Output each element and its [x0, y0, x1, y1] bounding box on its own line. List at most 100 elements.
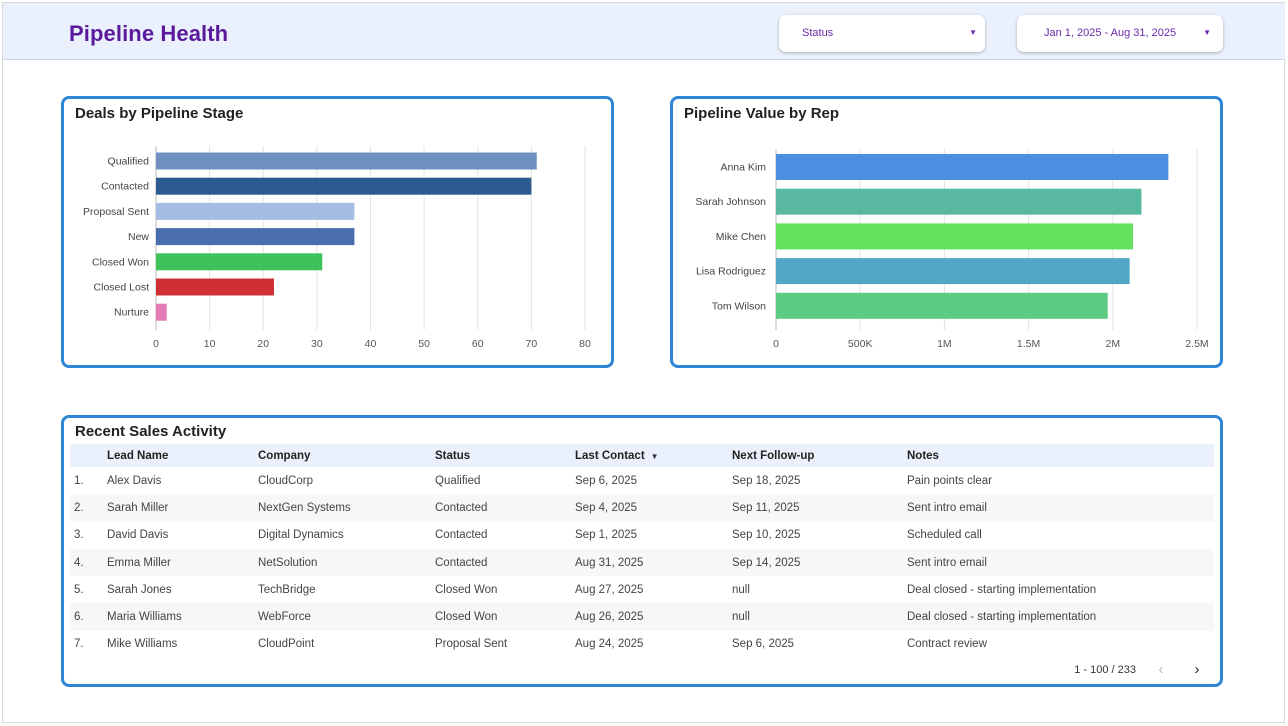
date-range-dropdown[interactable]: Jan 1, 2025 - Aug 31, 2025 ▼: [1017, 15, 1223, 52]
header-bar: Pipeline Health Status ▼ Jan 1, 2025 - A…: [3, 3, 1285, 60]
cell-status: Closed Won: [435, 611, 498, 624]
table-row[interactable]: 5. Sarah Jones TechBridge Closed Won Aug 27,…: [70, 576, 1214, 603]
cell-company: CloudPoint: [258, 638, 315, 651]
cell-notes: Sent intro email: [907, 556, 987, 569]
cell-company: NextGen Systems: [258, 501, 351, 514]
cell-next-follow-up: null: [732, 611, 750, 624]
cell-notes: Scheduled call: [907, 529, 982, 542]
table-row[interactable]: 7. Mike Williams CloudPoint Proposal Sent Au…: [70, 631, 1214, 658]
header-label: Notes: [907, 449, 939, 462]
bar-mike-chen: [776, 223, 1134, 250]
activity-table-body: 1. Alex Davis CloudCorp Qualified Sep 6, 202…: [70, 467, 1214, 658]
x-tick-label: 500K: [848, 338, 873, 350]
x-tick-label: 2M: [1106, 338, 1121, 350]
header-label: Company: [258, 449, 311, 462]
cell-next-follow-up: Sep 10, 2025: [732, 529, 801, 542]
cell-row-index: 2.: [74, 501, 84, 514]
x-tick-label: 1M: [937, 338, 952, 350]
cell-lead-name: Sarah Jones: [107, 583, 172, 596]
table-title: Recent Sales Activity: [75, 423, 227, 440]
table-row[interactable]: 2. Sarah Miller NextGen Systems Contacted Se…: [70, 494, 1214, 522]
chevron-left-icon[interactable]: ‹: [1158, 661, 1164, 678]
category-label: New: [128, 231, 149, 243]
cell-last-contact: Sep 6, 2025: [575, 474, 638, 487]
cell-status: Contacted: [435, 501, 488, 514]
x-tick-label: 2.5M: [1185, 338, 1208, 350]
cell-notes: Deal closed - starting implementation: [907, 611, 1097, 624]
table-row[interactable]: 1. Alex Davis CloudCorp Qualified Sep 6, 202…: [70, 467, 1214, 494]
column-header-last-contact[interactable]: Last Contact ▼: [571, 444, 728, 467]
cell-last-contact: Aug 26, 2025: [575, 611, 644, 624]
table-row[interactable]: 6. Maria Williams WebForce Closed Won Aug 26…: [70, 603, 1214, 631]
cell-company: WebForce: [258, 611, 311, 624]
x-tick-label: 0: [773, 338, 779, 350]
value-by-rep-card: Pipeline Value by Rep 0 500K 1M 1.5M 2M 2.5M A…: [670, 96, 1223, 368]
cell-lead-name: Emma Miller: [107, 556, 171, 569]
x-tick-label: 50: [418, 338, 430, 350]
status-filter-label: Status: [802, 27, 834, 39]
table-header-row: Lead Name Company Status Last Contact ▼ N…: [70, 444, 1214, 467]
x-tick-label: 40: [365, 338, 377, 350]
category-label: Contacted: [101, 181, 149, 193]
cell-status: Contacted: [435, 556, 488, 569]
cell-last-contact: Aug 24, 2025: [575, 638, 644, 651]
category-label: Nurture: [114, 307, 149, 319]
category-label: Qualified: [108, 156, 150, 168]
cell-status: Closed Won: [435, 583, 498, 596]
cell-row-index: 5.: [74, 583, 84, 596]
activity-table-wrapper: Lead Name Company Status Last Contact ▼ N…: [70, 444, 1216, 658]
activity-table: Lead Name Company Status Last Contact ▼ N…: [70, 444, 1214, 658]
bar-lisa-rodriguez: [776, 258, 1130, 285]
cell-row-index: 6.: [74, 611, 84, 624]
chart-title: Deals by Pipeline Stage: [75, 105, 244, 122]
cell-next-follow-up: Sep 11, 2025: [732, 501, 800, 514]
cell-next-follow-up: null: [732, 583, 750, 596]
table-row[interactable]: 3. David Davis Digital Dynamics Contacted Se…: [70, 522, 1214, 549]
category-label: Sarah Johnson: [695, 196, 766, 208]
cell-lead-name: Mike Williams: [107, 638, 178, 651]
x-tick-label: 60: [472, 338, 484, 350]
column-header-notes[interactable]: Notes: [903, 444, 1214, 467]
cell-notes: Pain points clear: [907, 474, 993, 487]
status-filter-dropdown[interactable]: Status ▼: [779, 15, 985, 52]
x-tick-label: 80: [579, 338, 591, 350]
cell-row-index: 3.: [74, 529, 84, 542]
table-row[interactable]: 4. Emma Miller NetSolution Contacted Aug 31,…: [70, 548, 1214, 577]
header-label: Last Contact: [575, 449, 645, 462]
cell-lead-name: Sarah Miller: [107, 501, 169, 514]
recent-activity-card: Recent Sales Activity Lead Name Company …: [61, 415, 1223, 687]
chart-title: Pipeline Value by Rep: [684, 105, 840, 122]
cell-company: TechBridge: [258, 583, 316, 596]
deals-by-stage-chart: 0 10 20 30 40 50 60 70 80 Qualified Contacted Propo…: [83, 146, 591, 350]
pagination-range: 1 - 100 / 233: [1074, 664, 1136, 676]
cell-next-follow-up: Sep 18, 2025: [732, 474, 801, 487]
column-header-company[interactable]: Company: [254, 444, 431, 467]
x-tick-label: 0: [153, 338, 159, 350]
x-tick-label: 30: [311, 338, 323, 350]
header-label: Next Follow-up: [732, 449, 815, 462]
bar-sarah-johnson: [776, 188, 1142, 215]
deals-by-stage-card: Deals by Pipeline Stage 0 10 20 30 40 50 60 70 8…: [61, 96, 614, 368]
cell-notes: Contract review: [907, 638, 987, 651]
header-label: Status: [435, 449, 471, 462]
column-header-status[interactable]: Status: [431, 444, 571, 467]
bar-proposal-sent: [156, 202, 355, 220]
cell-status: Contacted: [435, 529, 488, 542]
cell-company: Digital Dynamics: [258, 529, 344, 542]
cell-last-contact: Aug 27, 2025: [575, 583, 644, 596]
sort-desc-icon[interactable]: ▼: [650, 451, 659, 461]
caret-down-icon: ▼: [969, 28, 977, 37]
column-header-lead-name[interactable]: Lead Name: [103, 444, 254, 467]
cell-next-follow-up: Sep 14, 2025: [732, 556, 801, 569]
value-by-rep-chart: 0 500K 1M 1.5M 2M 2.5M Anna Kim Sarah Johnson Mi…: [695, 149, 1209, 350]
cell-lead-name: Maria Williams: [107, 611, 182, 624]
category-label: Closed Won: [92, 256, 149, 268]
bar-new: [156, 228, 355, 246]
page-title: Pipeline Health: [69, 21, 229, 46]
cell-last-contact: Sep 1, 2025: [575, 529, 638, 542]
x-tick-label: 20: [257, 338, 269, 350]
column-header-next-follow-up[interactable]: Next Follow-up: [728, 444, 903, 467]
bar-anna-kim: [776, 154, 1169, 180]
category-label: Anna Kim: [720, 162, 766, 174]
chevron-right-icon[interactable]: ›: [1194, 661, 1200, 678]
